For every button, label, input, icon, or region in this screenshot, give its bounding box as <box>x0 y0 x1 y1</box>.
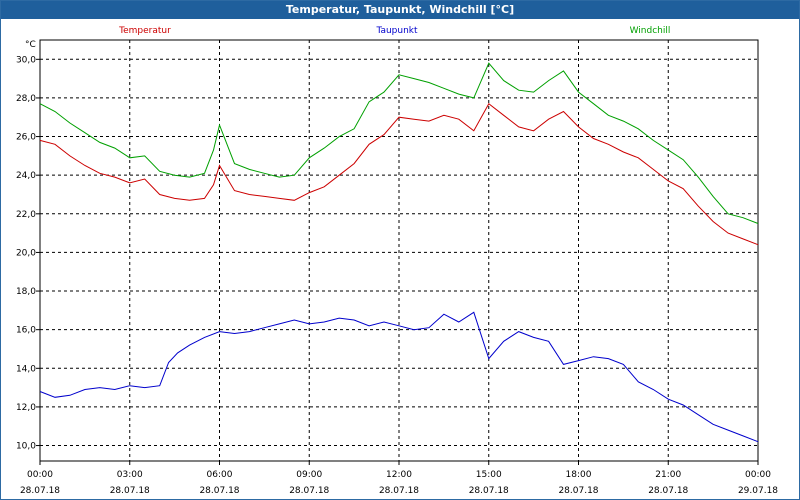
legend-temperatur: Temperatur <box>118 26 171 36</box>
x-tick-time-label: 18:00 <box>566 470 592 480</box>
window-title: Temperatur, Taupunkt, Windchill [°C] <box>1 1 799 19</box>
series-line-taupunkt <box>39 311 759 443</box>
legend-taupunkt: Taupunkt <box>375 26 418 36</box>
x-tick-date-label: 29.07.18 <box>738 486 778 496</box>
grid <box>40 40 758 461</box>
x-tick-date-label: 28.07.18 <box>469 486 509 496</box>
y-tick-label: 10,0 <box>16 442 36 452</box>
legend-windchill: Windchill <box>630 26 671 36</box>
x-tick-time-label: 06:00 <box>207 470 233 480</box>
y-axis-label: °C <box>25 40 36 50</box>
x-tick-time-label: 09:00 <box>296 470 322 480</box>
y-tick-label: 20,0 <box>16 248 36 258</box>
x-tick-date-label: 28.07.18 <box>558 486 598 496</box>
x-tick-time-label: 21:00 <box>655 470 681 480</box>
x-tick-date-label: 28.07.18 <box>648 486 688 496</box>
y-axis-ticks: 30,0 28,0 26,0 24,0 22,0 20,0 18,0 16,0 14,0 12,0… <box>16 55 40 452</box>
x-tick-date-label: 28.07.18 <box>289 486 329 496</box>
y-tick-label: 14,0 <box>16 364 36 374</box>
x-tick-date-label: 28.07.18 <box>20 486 60 496</box>
series-line-windchill <box>39 62 759 224</box>
series-line-temperatur <box>39 102 759 246</box>
x-tick-time-label: 00:00 <box>27 470 53 480</box>
series-lines <box>39 62 759 443</box>
x-tick-time-label: 00:00 <box>745 470 771 480</box>
y-tick-label: 12,0 <box>16 403 36 413</box>
x-tick-time-label: 03:00 <box>117 470 143 480</box>
x-tick-date-label: 28.07.18 <box>199 486 239 496</box>
x-tick-time-label: 15:00 <box>476 470 502 480</box>
x-axis-ticks: 00:00 28.07.18 03:00 28.07.18 06:00 28.07.18 0… <box>20 461 778 496</box>
legend: Temperatur Taupunkt Windchill <box>118 26 670 36</box>
x-tick-date-label: 28.07.18 <box>110 486 150 496</box>
y-tick-label: 30,0 <box>16 55 36 65</box>
y-tick-label: 18,0 <box>16 287 36 297</box>
x-tick-date-label: 28.07.18 <box>379 486 419 496</box>
y-tick-label: 16,0 <box>16 326 36 336</box>
x-tick-time-label: 12:00 <box>386 470 412 480</box>
y-tick-label: 22,0 <box>16 210 36 220</box>
y-tick-label: 26,0 <box>16 133 36 143</box>
y-tick-label: 24,0 <box>16 171 36 181</box>
y-tick-label: 28,0 <box>16 94 36 104</box>
